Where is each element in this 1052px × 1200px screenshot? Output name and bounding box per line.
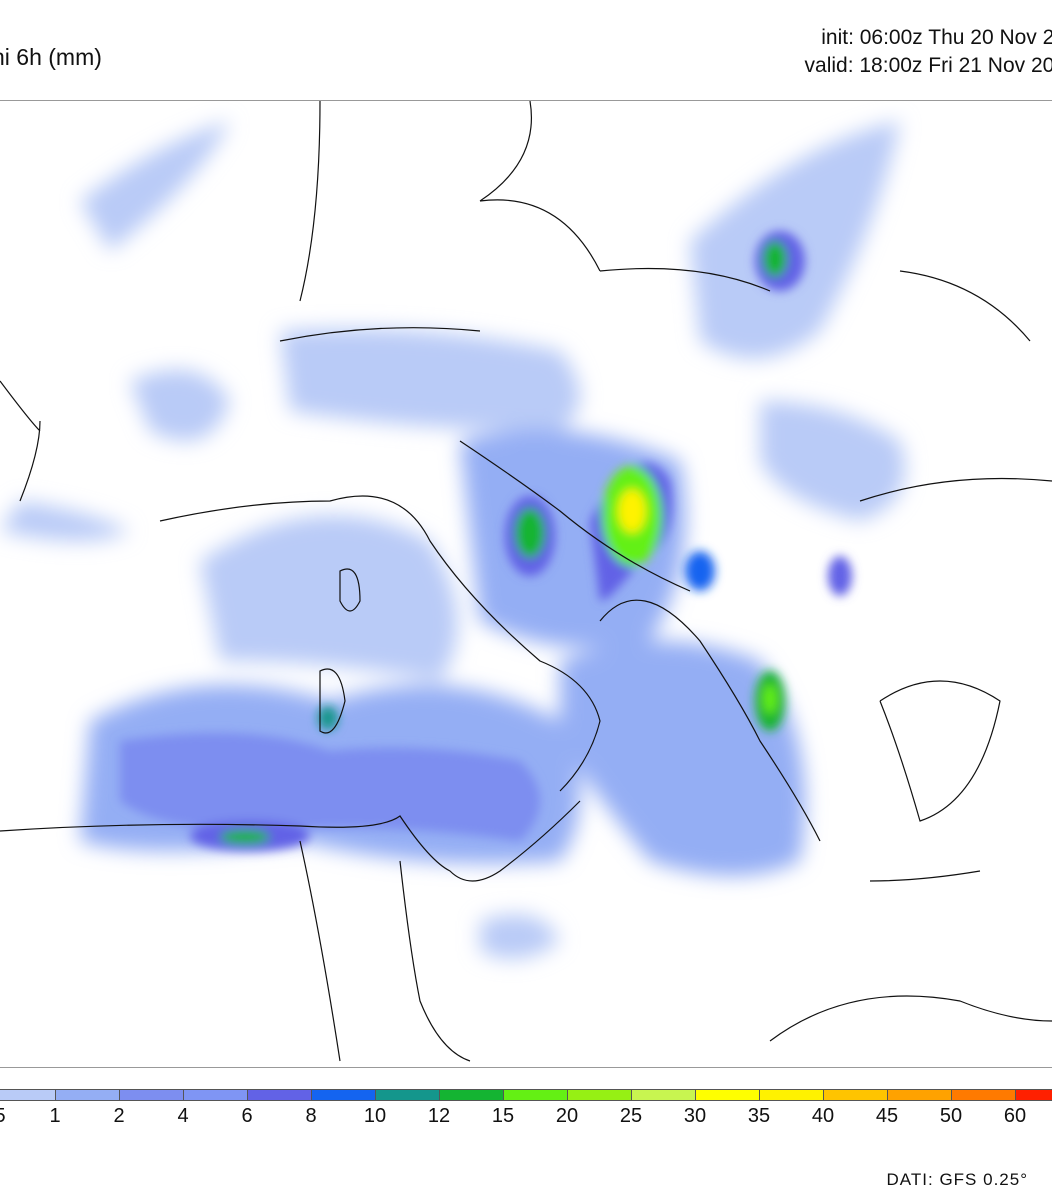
legend-label: 35: [747, 1105, 771, 1127]
legend-swatch: [311, 1089, 376, 1101]
legend-label: 12: [427, 1105, 451, 1127]
legend-swatch: [631, 1089, 696, 1101]
legend-label: 60: [1003, 1105, 1027, 1127]
precipitation-map: [0, 100, 1052, 1068]
rain-moderate: [120, 231, 852, 851]
legend-label: 20: [555, 1105, 579, 1127]
legend-swatch: [247, 1089, 312, 1101]
legend-label: 2: [113, 1105, 125, 1127]
color-scale-legend: 5124681012152025303540455060: [0, 1089, 1052, 1129]
legend-swatch: [887, 1089, 952, 1101]
legend-label: 45: [875, 1105, 899, 1127]
legend-swatch: [183, 1089, 248, 1101]
legend-swatch: [375, 1089, 440, 1101]
legend-swatch: [119, 1089, 184, 1101]
legend-label: 1: [49, 1105, 61, 1127]
legend-swatch: [0, 1089, 56, 1101]
legend-swatch: [823, 1089, 888, 1101]
legend-label: 40: [811, 1105, 835, 1127]
legend-label: 5: [0, 1105, 6, 1128]
legend-swatch: [695, 1089, 760, 1101]
map-title: ni 6h (mm): [0, 44, 102, 70]
legend-swatch: [759, 1089, 824, 1101]
run-info: init: 06:00z Thu 20 Nov 20 valid: 18:00z…: [805, 24, 1052, 80]
legend-label: 30: [683, 1105, 707, 1127]
legend-swatch: [503, 1089, 568, 1101]
data-source: DATI: GFS 0.25°: [886, 1170, 1028, 1189]
legend-label: 50: [939, 1105, 963, 1127]
init-time: init: 06:00z Thu 20 Nov 20: [821, 26, 1052, 49]
legend-swatch: [55, 1089, 120, 1101]
legend-label: 10: [363, 1105, 387, 1127]
legend-label: 8: [305, 1105, 317, 1127]
precipitation-field: [0, 101, 1052, 1062]
legend-label: 4: [177, 1105, 189, 1127]
valid-time: valid: 18:00z Fri 21 Nov 202: [804, 54, 1052, 77]
legend-swatch: [1015, 1089, 1052, 1101]
legend-swatch: [439, 1089, 504, 1101]
legend-swatch: [567, 1089, 632, 1101]
legend-label: 15: [491, 1105, 515, 1127]
coastlines-borders: [0, 101, 1052, 1062]
legend-label: 6: [241, 1105, 253, 1127]
legend-label: 25: [619, 1105, 643, 1127]
legend-swatch: [951, 1089, 1016, 1101]
